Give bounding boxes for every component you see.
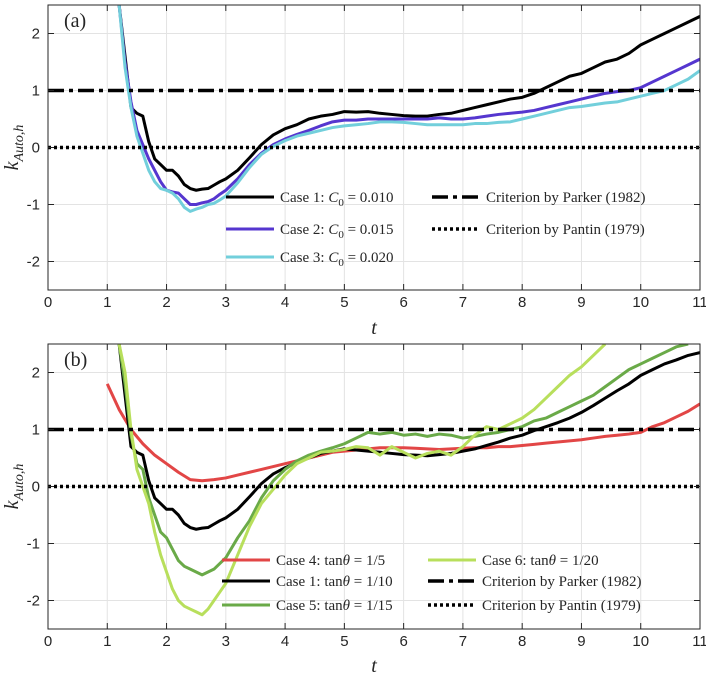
y-tick-label: -1: [27, 536, 40, 553]
legend-entry-4: Criterion by Parker (1982): [486, 190, 646, 206]
x-tick-label: 10: [632, 294, 649, 311]
x-tick-label: 7: [459, 294, 467, 311]
x-tick-label: 3: [222, 633, 230, 650]
series-group: [48, 5, 700, 213]
x-tick-label: 1: [103, 633, 111, 650]
series-group: [48, 344, 700, 617]
x-tick-label: 8: [518, 294, 526, 311]
x-tick-label: 7: [459, 633, 467, 650]
y-tick-label: -2: [27, 254, 40, 271]
series-line-1: [105, 383, 700, 483]
x-tick-label: 4: [281, 633, 289, 650]
legend-entry-2: Case 2: C0 = 0.015: [280, 222, 394, 241]
series-line-3: [117, 344, 689, 577]
y-axis-label: kAuto,h: [1, 464, 27, 510]
legend-entry-5: Criterion by Pantin (1979): [486, 222, 645, 238]
x-tick-label: 2: [162, 633, 170, 650]
legend-entry-2: Case 1: tanθ = 1/10: [276, 574, 393, 590]
x-tick-label: 8: [518, 633, 526, 650]
legend-entry-1: Case 4: tanθ = 1/5: [276, 553, 385, 569]
x-tick-label: 11: [692, 633, 706, 650]
x-tick-label: 3: [222, 294, 230, 311]
series-line-3: [117, 5, 700, 213]
x-tick-label: 4: [281, 294, 289, 311]
y-tick-label: -2: [27, 593, 40, 610]
chart-panel-1: 0 1 2 3 4 5 6 7 8 9 10 11 -2 -1 0 1 2 t kAuto,h (a) Case 1: …: [1, 4, 706, 339]
y-tick-label: 1: [32, 83, 40, 100]
x-tick-label: 5: [340, 294, 348, 311]
x-tick-label: 5: [340, 633, 348, 650]
y-tick-label: -1: [27, 197, 40, 214]
x-tick-label: 11: [692, 294, 706, 311]
y-tick-label: 2: [32, 26, 40, 43]
series-line-2: [117, 344, 700, 531]
x-axis-label: t: [371, 655, 377, 677]
panel-label: (a): [64, 10, 86, 32]
y-axis-label: kAuto,h: [1, 125, 27, 171]
panel-label: (b): [64, 349, 87, 371]
series-line-4: [117, 344, 607, 617]
legend: Case 4: tanθ = 1/5 Case 1: tanθ = 1/10 Cas…: [222, 553, 642, 614]
x-tick-label: 6: [399, 633, 407, 650]
x-tick-label: 9: [577, 294, 585, 311]
chart-panel-2: 0 1 2 3 4 5 6 7 8 9 10 11 -2 -1 0 1 2 t kAuto,h (b) Case 4: …: [1, 343, 706, 677]
x-tick-label: 6: [399, 294, 407, 311]
legend-entry-3: Case 3: C0 = 0.020: [280, 250, 394, 269]
series-line-1: [117, 5, 700, 192]
legend-entry-5: Criterion by Parker (1982): [482, 574, 642, 590]
legend-entry-6: Criterion by Pantin (1979): [482, 598, 641, 614]
legend: Case 1: C0 = 0.010 Case 2: C0 = 0.015 Case…: [226, 190, 646, 269]
x-tick-label: 0: [44, 294, 52, 311]
x-tick-label: 0: [44, 633, 52, 650]
y-tick-label: 2: [32, 365, 40, 382]
legend-entry-1: Case 1: C0 = 0.010: [280, 190, 394, 209]
x-tick-label: 10: [632, 633, 649, 650]
legend-entry-4: Case 6: tanθ = 1/20: [482, 553, 599, 569]
y-tick-label: 0: [32, 479, 40, 496]
x-axis-label: t: [371, 317, 377, 339]
x-tick-label: 2: [162, 294, 170, 311]
series-line-2: [117, 5, 700, 206]
x-tick-label: 9: [577, 633, 585, 650]
y-tick-label: 0: [32, 140, 40, 157]
legend-entry-3: Case 5: tanθ = 1/15: [276, 598, 393, 614]
x-tick-label: 1: [103, 294, 111, 311]
y-tick-label: 1: [32, 422, 40, 439]
